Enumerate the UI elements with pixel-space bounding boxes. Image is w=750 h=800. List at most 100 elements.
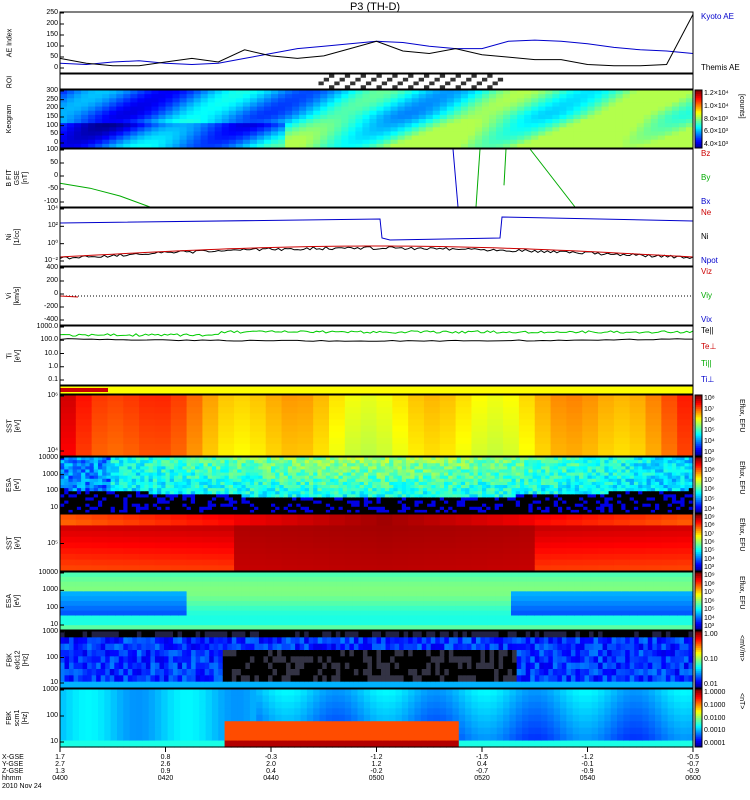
cblabel-esa_i: Eflux, EFU: [738, 576, 745, 610]
x-cell-0-1: 0.8: [160, 754, 171, 761]
panel-frame-sst_e: [59, 394, 694, 457]
cbtick-keogram-4: 4.0×10³: [704, 141, 728, 148]
x-cell-2-6: -0.9: [686, 768, 700, 775]
ytick-ae-2: 150: [46, 31, 58, 38]
ylabel-ni: Ni [1/cc]: [6, 228, 21, 246]
colorbar-sst_e: [695, 395, 702, 457]
ytick-fbk_b-1: 100: [46, 712, 58, 719]
colorbar-keogram: [695, 90, 702, 149]
legend-ae-0: Kyoto AE: [701, 12, 734, 21]
x-row-label-3: hhmm: [2, 775, 22, 782]
legend-vi-1: Viy: [701, 291, 712, 300]
cbtick-sst_e-4: 10⁴: [704, 438, 715, 446]
colorbar-sst_i: [695, 514, 702, 572]
ytick-esa_e-0: 10000: [38, 454, 58, 461]
ylabel-sst_e: SST [eV]: [6, 418, 21, 433]
panel-frame-vi: [59, 266, 694, 326]
bfit-by-right: [529, 148, 576, 208]
x-cell-1-0: 2.7: [55, 761, 65, 768]
ytick-sst_e-0: 10⁶: [47, 392, 58, 399]
x-row-label-0: X-GSE: [2, 754, 24, 761]
bfit-by-left: [59, 182, 151, 208]
ytick-ti-4: 0.1: [48, 376, 58, 383]
x-cell-1-1: 2.6: [160, 761, 171, 768]
x-cell-2-0: 1.3: [55, 768, 65, 775]
esa-ion-heatmap: [60, 572, 694, 631]
cbtick-sst_i-5: 10⁴: [704, 555, 715, 563]
cbtick-fbk_b-3: 0.0010: [704, 727, 726, 735]
cbtick-sst_e-5: 10³: [704, 449, 715, 456]
vi-viz: [59, 295, 79, 298]
ni-ne: [59, 245, 694, 258]
ytick-ti-0: 1000.0: [36, 323, 58, 330]
ytick-esa_i-3: 10: [50, 621, 58, 628]
x-cell-0-0: 1.7: [55, 754, 65, 761]
ytick-keogram-1: 250: [46, 95, 58, 103]
cblabel-fbk_e: <mV/m>: [738, 635, 745, 662]
legend-bfit-1: By: [701, 173, 711, 182]
cbtick-esa_e-2: 10⁷: [704, 476, 715, 484]
ylabel-vi: Vi [km/s]: [6, 286, 21, 306]
cbtick-fbk_e-1: 0.10: [704, 656, 718, 663]
cbtick-esa_i-6: 10³: [704, 623, 715, 630]
ytick-ae-1: 200: [46, 20, 58, 27]
legend-ni-0: Ne: [701, 208, 712, 217]
colorbar-fbk_b: [695, 689, 702, 748]
ylabel-esa_i: ESA [eV]: [6, 594, 21, 609]
cbtick-esa_i-5: 10⁴: [704, 614, 715, 622]
ytick-fbk_e-0: 1000: [42, 628, 58, 635]
ylabel-fbk_e: FBK edc12 [Hz]: [6, 649, 29, 670]
bfit-by-drop: [475, 148, 481, 208]
cblabel-fbk_b: <nT>: [738, 693, 745, 710]
ae-series-1: [59, 14, 694, 67]
panel-frame-ni: [59, 207, 694, 267]
cbtick-keogram-0: 1.2×10⁴: [704, 90, 729, 97]
ytick-esa_i-2: 100: [46, 603, 58, 611]
cbtick-esa_e-4: 10⁵: [704, 496, 715, 504]
ytick-ni-2: 10⁰: [47, 239, 58, 247]
colorbar-esa_i: [695, 572, 702, 631]
ytick-bfit-2: 0: [54, 172, 58, 179]
ytick-fbk_b-2: 10: [50, 738, 58, 745]
x-cell-1-6: -0.7: [686, 761, 700, 768]
legend-bfit-0: Bz: [701, 149, 711, 158]
x-cell-1-4: 0.4: [477, 761, 487, 768]
ytick-ti-1: 100.0: [40, 336, 58, 344]
ae-series-0: [59, 39, 694, 66]
ytick-keogram-3: 150: [46, 113, 58, 120]
cbtick-fbk_e-2: 0.01: [704, 681, 718, 688]
quality-flag-red: [60, 388, 108, 392]
date-label: 2010 Nov 24: [2, 783, 42, 790]
ytick-vi-0: 400: [46, 264, 58, 271]
cblabel-esa_e: Eflux, EFU: [738, 461, 745, 495]
cblabel-sst_e: Eflux, EFU: [738, 399, 745, 433]
ylabel-fbk_b: FBK scm1 [Hz]: [6, 709, 29, 727]
ytick-vi-1: 200: [46, 277, 58, 284]
ni-ni: [59, 246, 694, 260]
cbtick-sst_i-0: 10⁹: [704, 514, 715, 521]
colorbar-frame-esa_e: [694, 456, 703, 514]
panel-frame-esa_i: [59, 571, 694, 631]
ytick-keogram-2: 200: [46, 104, 58, 112]
esa-electron-heatmap: [60, 457, 694, 514]
roi-strip: [60, 74, 694, 90]
ti-tipar: [59, 330, 694, 337]
ytick-bfit-3: -50: [47, 185, 58, 192]
cbtick-esa_e-3: 10⁶: [704, 486, 715, 494]
x-cell-1-2: 2.0: [266, 761, 276, 768]
ytick-vi-4: -400: [43, 316, 58, 323]
x-row-label-2: Z-GSE: [2, 768, 24, 775]
panel-frame-ae: [59, 11, 694, 74]
legend-vi-0: Viz: [701, 267, 712, 276]
panel-frame-keogram: [59, 89, 694, 149]
cbtick-esa_e-0: 10⁹: [704, 457, 715, 464]
cbtick-esa_i-4: 10⁵: [704, 606, 715, 613]
ytick-bfit-4: -100: [43, 198, 58, 205]
ytick-ni-3: 10⁻²: [44, 257, 58, 264]
x-cell-3-3: 0500: [368, 775, 385, 782]
x-cell-0-3: -1.2: [370, 754, 383, 761]
cbtick-esa_i-3: 10⁶: [704, 597, 715, 605]
cbtick-sst_e-0: 10⁸: [704, 395, 715, 402]
x-cell-2-1: 0.9: [160, 768, 171, 775]
legend-ti-3: Ti⊥: [701, 375, 715, 384]
